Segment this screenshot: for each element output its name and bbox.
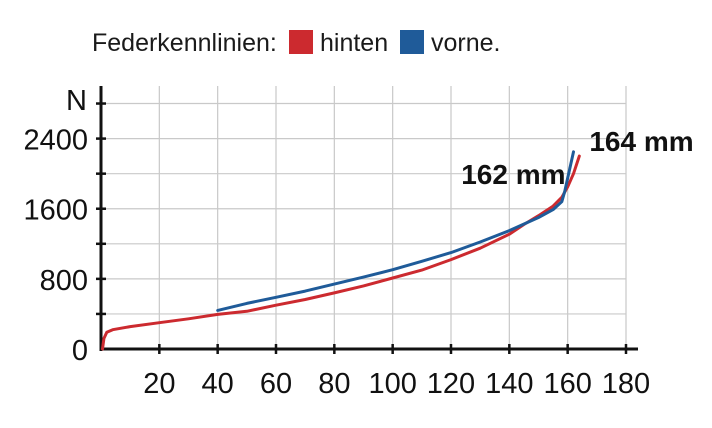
x-tick-label-140: 140 — [485, 368, 533, 400]
series-line-vorne — [216, 150, 575, 312]
x-tick-label-160: 160 — [543, 368, 591, 400]
annotations: 162 mm 164 mm — [461, 126, 693, 190]
y-tick-label-800: 800 — [40, 265, 88, 297]
legend-swatch-hinten — [289, 30, 313, 54]
x-tick-label-20: 20 — [143, 368, 175, 400]
x-tick-label-180: 180 — [602, 368, 650, 400]
legend-label: Federkennlinien: — [92, 29, 277, 57]
legend-entry-vorne: vorne. — [431, 29, 500, 57]
annotation-162-mm: 162 mm — [461, 159, 565, 190]
y-tick-label-2400: 2400 — [23, 125, 88, 157]
x-tick-label-60: 60 — [260, 368, 292, 400]
series-lines — [101, 150, 581, 351]
series-line-hinten — [101, 154, 581, 351]
y-tick-label-0: 0 — [72, 335, 88, 367]
x-tick-label-80: 80 — [318, 368, 350, 400]
x-tick-labels: 20 40 60 80 100 120 140 160 180 — [143, 368, 650, 400]
x-tick-label-40: 40 — [202, 368, 234, 400]
legend: Federkennlinien: hinten vorne. — [92, 29, 500, 57]
x-tick-label-100: 100 — [368, 368, 416, 400]
y-axis-label: N — [66, 85, 87, 117]
legend-entry-hinten: hinten — [320, 29, 388, 57]
axes — [96, 86, 638, 354]
y-tick-label-1600: 1600 — [23, 195, 88, 227]
annotation-164-mm: 164 mm — [589, 126, 693, 157]
legend-swatch-vorne — [400, 30, 424, 54]
gridlines — [101, 86, 627, 349]
x-tick-label-120: 120 — [427, 368, 475, 400]
y-tick-labels: 0 800 1600 2400 — [23, 125, 88, 367]
